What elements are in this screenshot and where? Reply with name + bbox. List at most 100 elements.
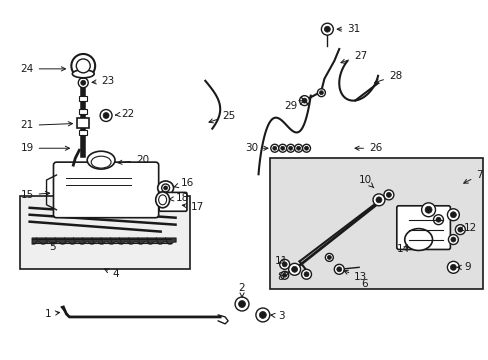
Circle shape	[255, 308, 269, 322]
Circle shape	[288, 146, 292, 150]
Bar	[79, 96, 87, 100]
Text: 24: 24	[20, 64, 65, 74]
Circle shape	[372, 194, 384, 206]
Circle shape	[282, 262, 286, 267]
Text: 7: 7	[463, 170, 482, 183]
Text: 10: 10	[358, 175, 373, 188]
Circle shape	[162, 184, 169, 192]
Circle shape	[324, 26, 330, 32]
Bar	[20, 196, 190, 269]
Text: 18: 18	[169, 193, 188, 203]
Text: 17: 17	[182, 202, 203, 212]
Ellipse shape	[155, 192, 169, 208]
FancyBboxPatch shape	[159, 192, 186, 211]
Text: 22: 22	[115, 108, 134, 118]
Circle shape	[280, 271, 288, 279]
Circle shape	[386, 192, 390, 197]
Ellipse shape	[404, 229, 432, 251]
Bar	[269, 158, 482, 289]
FancyBboxPatch shape	[77, 118, 89, 129]
Circle shape	[326, 255, 331, 260]
Circle shape	[433, 215, 443, 225]
Circle shape	[291, 266, 297, 272]
Circle shape	[383, 190, 393, 200]
Text: 1: 1	[45, 309, 60, 319]
Bar	[79, 130, 87, 135]
Ellipse shape	[87, 151, 115, 169]
Ellipse shape	[157, 181, 173, 195]
Circle shape	[336, 267, 341, 272]
Text: 11: 11	[274, 256, 287, 266]
Text: 14: 14	[396, 244, 409, 255]
Circle shape	[449, 264, 455, 270]
Text: 29: 29	[284, 100, 303, 111]
Text: 8: 8	[277, 271, 289, 282]
Circle shape	[235, 297, 248, 311]
Circle shape	[78, 78, 88, 88]
Circle shape	[282, 273, 286, 277]
Text: 23: 23	[92, 76, 114, 86]
Circle shape	[447, 209, 458, 221]
Circle shape	[279, 260, 289, 269]
Text: 31: 31	[337, 24, 360, 34]
Bar	[79, 118, 87, 123]
Circle shape	[317, 89, 325, 96]
Circle shape	[325, 253, 333, 261]
Circle shape	[163, 186, 167, 190]
Circle shape	[304, 272, 308, 277]
Text: 19: 19	[20, 143, 69, 153]
Circle shape	[103, 113, 109, 118]
Circle shape	[71, 54, 95, 78]
Circle shape	[302, 144, 310, 152]
Circle shape	[334, 264, 344, 274]
Circle shape	[457, 227, 462, 232]
Circle shape	[259, 311, 266, 319]
Circle shape	[294, 144, 302, 152]
Text: 25: 25	[208, 111, 235, 123]
Ellipse shape	[91, 156, 111, 168]
Text: 4: 4	[104, 269, 119, 279]
Text: 26: 26	[354, 143, 382, 153]
Text: 12: 12	[458, 222, 477, 233]
Text: 21: 21	[20, 121, 72, 130]
Circle shape	[238, 301, 245, 307]
Circle shape	[81, 80, 85, 85]
Text: 3: 3	[270, 311, 284, 321]
Circle shape	[296, 146, 300, 150]
Circle shape	[278, 144, 286, 152]
FancyBboxPatch shape	[396, 206, 449, 249]
Circle shape	[321, 23, 333, 35]
Text: 6: 6	[360, 279, 366, 289]
Text: 20: 20	[118, 155, 149, 165]
Circle shape	[449, 212, 455, 218]
Text: 30: 30	[244, 143, 267, 153]
Text: 28: 28	[374, 71, 401, 83]
Text: 9: 9	[456, 262, 470, 272]
Bar	[79, 109, 87, 113]
Circle shape	[270, 144, 278, 152]
Circle shape	[454, 225, 464, 235]
Ellipse shape	[72, 70, 94, 78]
Circle shape	[280, 146, 284, 150]
Circle shape	[100, 109, 112, 121]
Circle shape	[375, 197, 381, 203]
Circle shape	[421, 203, 435, 217]
Circle shape	[76, 59, 90, 73]
Circle shape	[302, 98, 306, 103]
Circle shape	[304, 146, 308, 150]
Circle shape	[435, 217, 440, 222]
Text: 16: 16	[174, 178, 193, 188]
Circle shape	[272, 146, 276, 150]
Circle shape	[301, 269, 311, 279]
Circle shape	[299, 96, 309, 105]
Circle shape	[447, 235, 457, 244]
Text: 15: 15	[20, 190, 49, 200]
Text: 2: 2	[238, 283, 245, 297]
Circle shape	[288, 264, 300, 275]
Circle shape	[319, 91, 323, 95]
Circle shape	[286, 144, 294, 152]
Circle shape	[424, 206, 431, 213]
Circle shape	[447, 261, 458, 273]
Text: 27: 27	[340, 51, 366, 63]
Text: 13: 13	[343, 270, 366, 282]
